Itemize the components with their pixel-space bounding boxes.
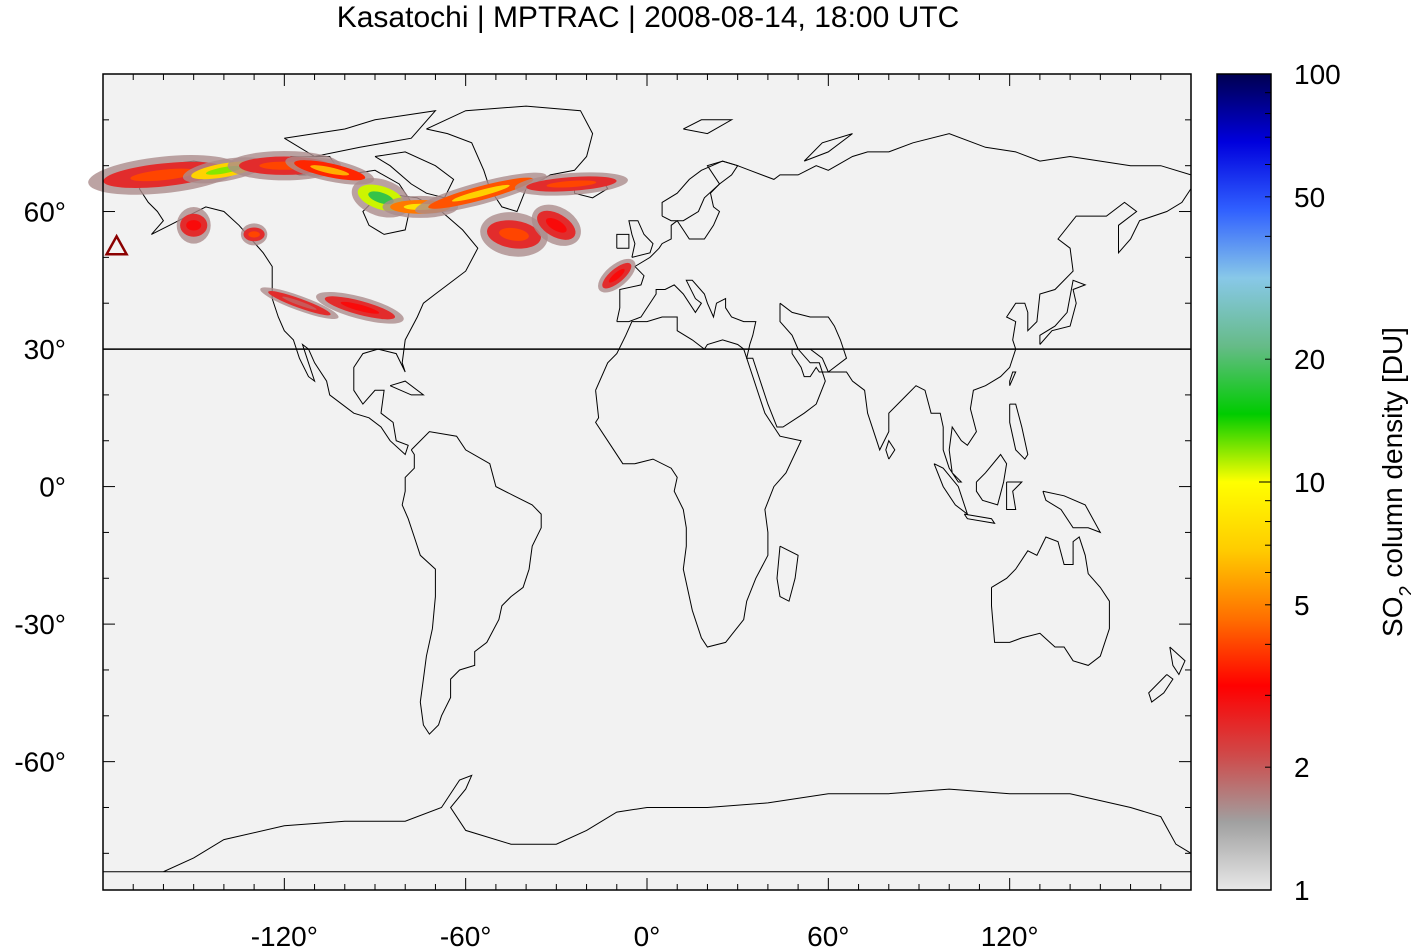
plume-10 [598, 258, 636, 293]
coastline-novaya-zemlya [803, 133, 853, 162]
x-tick-label: 60° [807, 921, 849, 950]
map-title: Kasatochi | MPTRAC | 2008-08-14, 18:00 U… [336, 1, 960, 34]
plume-8 [480, 212, 548, 257]
plume-3 [285, 156, 375, 185]
plume-14 [260, 287, 339, 319]
x-tick-label: -120° [251, 921, 318, 950]
y-tick-label: -60° [14, 747, 66, 778]
colorbar-tick-label: 10 [1294, 467, 1325, 498]
coastline-sri-lanka [885, 439, 896, 460]
coastline-new-zealand-s [1148, 674, 1174, 703]
plume-12 [240, 223, 268, 246]
y-tick-label: -30° [14, 609, 66, 640]
x-tick-label: 120° [981, 921, 1039, 950]
x-axis-ticks: -120° -60° 0° 60° 120° [102, 74, 1192, 950]
coastlines [103, 105, 1192, 873]
coastline-madagascar [776, 545, 799, 602]
volcano-triangle-icon [104, 233, 129, 256]
map-background [103, 74, 1191, 890]
volcano-marker [104, 233, 129, 256]
coastline-north-america [138, 160, 479, 456]
coastline-africa [595, 316, 802, 648]
so2-plumes [88, 151, 636, 324]
coastline-ireland [616, 233, 630, 249]
plume-11 [176, 207, 211, 244]
y-tick-label: 0° [39, 472, 66, 503]
plume-6 [415, 172, 547, 214]
coastline-australia [991, 536, 1110, 666]
plume-9 [531, 204, 581, 246]
plume-7 [514, 172, 628, 196]
colorbar-tick-label: 1 [1294, 875, 1310, 906]
plume-13 [316, 291, 404, 324]
x-tick-label: -60° [440, 921, 492, 950]
y-tick-label: 30° [24, 334, 66, 365]
y-tick-label: 60° [24, 197, 66, 228]
coastline-new-zealand-n [1169, 646, 1186, 676]
colorbar-tick-label: 5 [1294, 590, 1310, 621]
x-tick-label: 0° [634, 921, 661, 950]
colorbar-tick-label: 50 [1294, 182, 1325, 213]
coastline-britain [628, 220, 654, 258]
coastline-philippines [1009, 403, 1029, 460]
coastline-scandinavia [661, 160, 739, 222]
coastline-south-america [401, 431, 542, 735]
coastline-arabia-persia [779, 302, 848, 373]
coastline-cuba [389, 380, 425, 396]
coastline-svalbard [683, 119, 734, 135]
coastline-new-guinea [1042, 490, 1102, 534]
y-axis-ticks: 60° 30° 0° -30° -60° [14, 73, 1191, 854]
coastline-java [963, 513, 996, 524]
coastline-eurasia [616, 133, 1192, 483]
colorbar-tick-label: 2 [1294, 752, 1310, 783]
coastline-antarctica [103, 774, 1192, 873]
colorbar-title: SO2 column density [DU] [1377, 327, 1411, 637]
colorbar-tick-label: 100 [1294, 59, 1341, 90]
coastline-borneo [975, 453, 1008, 506]
colorbar-tick-label: 20 [1294, 344, 1325, 375]
coastline-taiwan [1009, 371, 1017, 386]
colorbar: 1 2 5 10 20 50 100 SO2 column density [DU] [1216, 59, 1411, 906]
coastline-sulawesi [1006, 481, 1023, 510]
coastline-sumatra [933, 463, 969, 516]
coastline-japan [1039, 279, 1087, 345]
coastline-arctic-islands [284, 109, 437, 158]
